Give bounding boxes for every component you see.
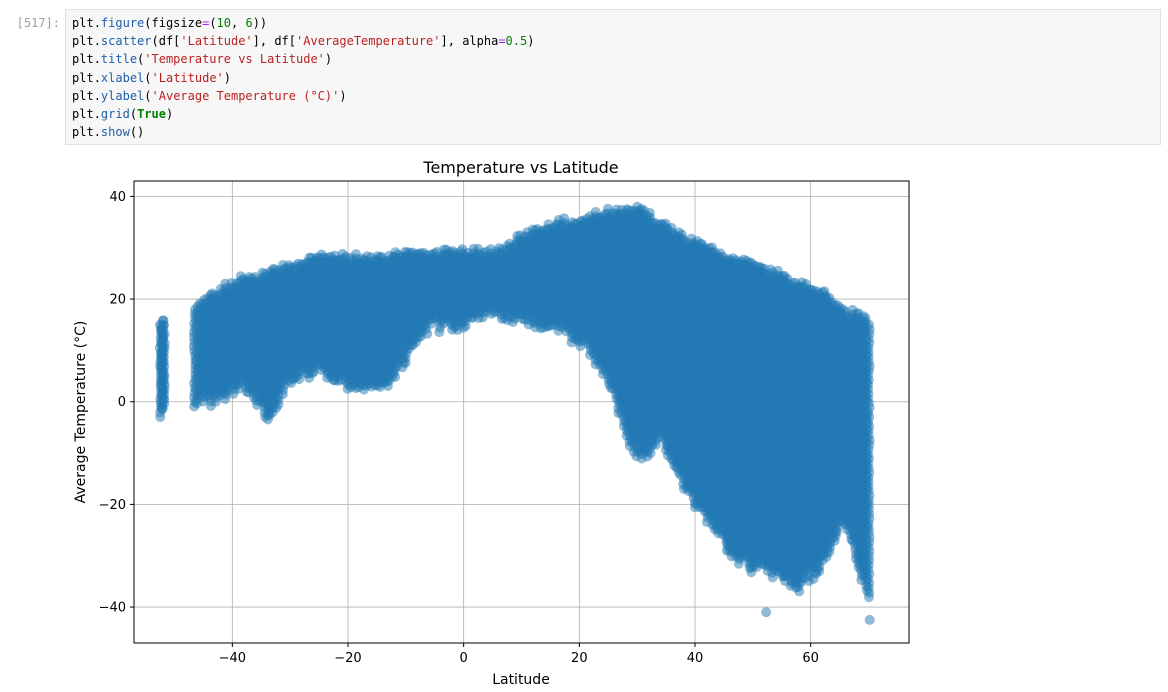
code-token: ( [144,71,151,85]
code-token: ) [339,89,346,103]
code-token: , [231,16,245,30]
code-token: xlabel [101,71,144,85]
code-token: plt [72,89,94,103]
code-token: figure [101,16,144,30]
code-token: ], alpha [441,34,499,48]
code-token: grid [101,107,130,121]
code-token: . [94,16,101,30]
scatter-point [645,208,655,218]
code-editor[interactable]: plt.figure(figsize=(10, 6))plt.scatter(d… [66,10,1160,145]
code-token: plt [72,125,94,139]
code-token: . [94,107,101,121]
code-token: plt [72,16,94,30]
code-token: 6 [245,16,252,30]
code-token: . [94,125,101,139]
code-line: plt.title('Temperature vs Latitude') [72,50,1154,68]
code-line: plt.show() [72,123,1154,141]
code-token: (figsize [144,16,202,30]
code-token: ylabel [101,89,144,103]
code-token: . [94,52,101,66]
code-line: plt.figure(figsize=(10, 6)) [72,14,1154,32]
code-line: plt.scatter(df['Latitude'], df['AverageT… [72,32,1154,50]
code-token: ( [144,89,151,103]
code-token: . [94,89,101,103]
code-token: (df[ [152,34,181,48]
code-token: ) [224,71,231,85]
code-token: 10 [217,16,231,30]
code-token: title [101,52,137,66]
code-cell[interactable]: plt.figure(figsize=(10, 6))plt.scatter(d… [65,9,1161,145]
code-token: () [130,125,144,139]
code-token: plt [72,34,94,48]
code-token: ) [325,52,332,66]
code-token: 'Latitude' [152,71,224,85]
code-token: plt [72,52,94,66]
code-token: True [137,107,166,121]
code-token: ) [527,34,534,48]
code-token: ( [130,107,137,121]
cell-prompt: [517]: [10,16,60,30]
code-token: . [94,71,101,85]
code-token: show [101,125,130,139]
code-token: 'Average Temperature (°C)' [152,89,340,103]
code-line: plt.xlabel('Latitude') [72,69,1154,87]
code-token: ], df[ [253,34,296,48]
code-token: 'Latitude' [180,34,252,48]
code-token: 0.5 [506,34,528,48]
code-token: ) [166,107,173,121]
code-token: scatter [101,34,152,48]
code-token: ( [209,16,216,30]
code-token: )) [253,16,267,30]
scatter-point [158,315,168,325]
code-token: . [94,34,101,48]
code-token: = [498,34,505,48]
code-token: 'AverageTemperature' [296,34,441,48]
code-token: plt [72,107,94,121]
code-token: plt [72,71,94,85]
code-token: 'Temperature vs Latitude' [144,52,325,66]
code-line: plt.ylabel('Average Temperature (°C)') [72,87,1154,105]
code-line: plt.grid(True) [72,105,1154,123]
